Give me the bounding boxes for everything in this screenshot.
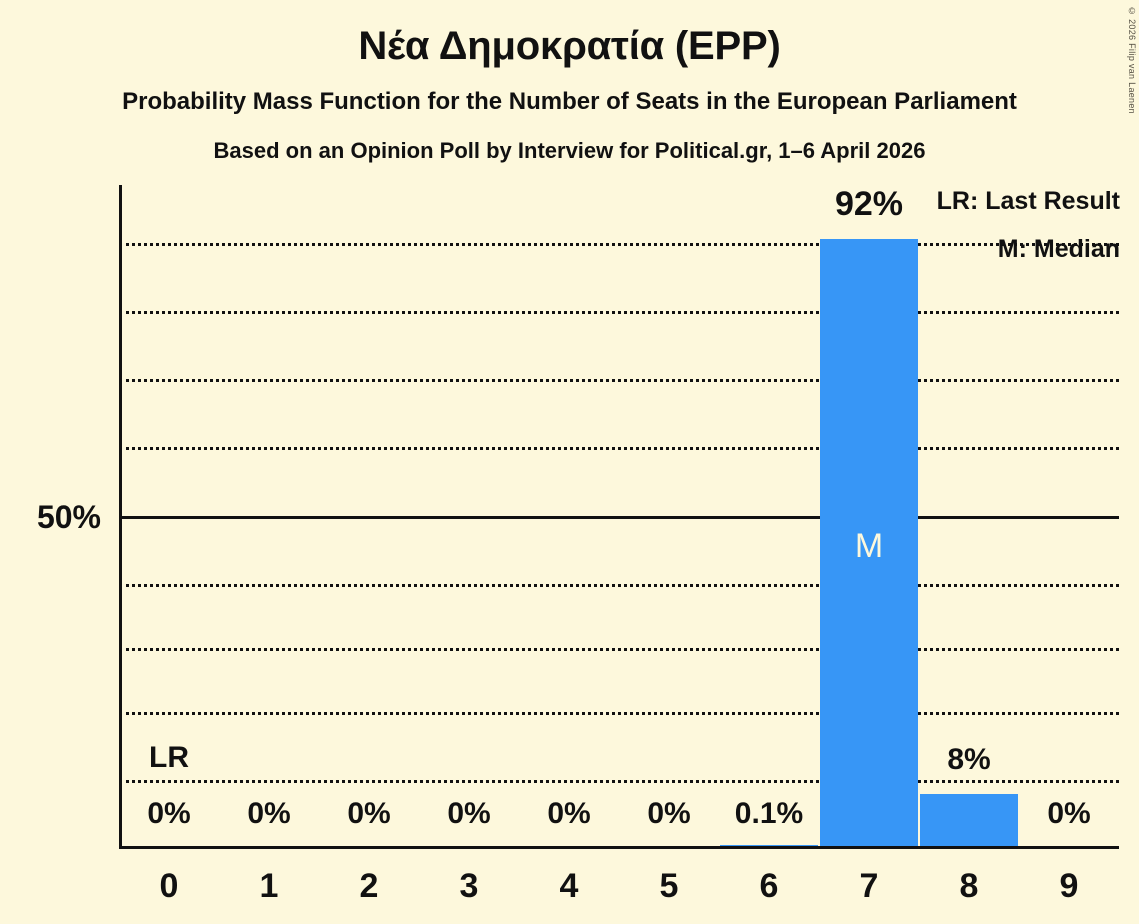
gridline-80 — [119, 311, 1119, 314]
bar-7 — [820, 239, 918, 846]
gridline-90 — [119, 243, 1119, 246]
legend-last-result: LR: Last Result — [936, 187, 1120, 215]
value-label-4: 0% — [547, 797, 591, 830]
chart-subtitle: Probability Mass Function for the Number… — [122, 88, 1017, 115]
value-label-6: 0.1% — [734, 797, 804, 830]
value-label-0: 0% — [147, 797, 191, 830]
x-axis-tick-2: 2 — [359, 867, 379, 905]
gridline-60 — [119, 447, 1119, 450]
gridline-70 — [119, 379, 1119, 382]
y-axis-tick-50: 50% — [36, 499, 101, 535]
copyright-notice: © 2026 Filip van Laenen — [1127, 6, 1137, 114]
value-label-2: 0% — [347, 797, 391, 830]
x-axis-tick-5: 5 — [659, 867, 679, 905]
x-axis-line — [119, 846, 1119, 849]
x-axis-tick-6: 6 — [759, 867, 779, 905]
value-label-9: 0% — [1047, 797, 1091, 830]
last-result-marker: LR — [149, 741, 189, 774]
value-label-5: 0% — [647, 797, 691, 830]
x-axis-tick-8: 8 — [959, 867, 979, 905]
x-axis-tick-3: 3 — [459, 867, 479, 905]
x-axis-tick-7: 7 — [859, 867, 879, 905]
x-axis-tick-1: 1 — [259, 867, 279, 905]
chart-source-note: Based on an Opinion Poll by Interview fo… — [213, 138, 926, 163]
plot-area: M LR 0% 0% 0% 0% 0% 0% 0.1% 92% 8% 0% — [119, 185, 1119, 849]
value-label-7: 92% — [834, 185, 904, 223]
bar-8 — [920, 794, 1018, 846]
legend-median: M: Median — [997, 235, 1120, 263]
gridline-20 — [119, 712, 1119, 715]
gridline-10 — [119, 780, 1119, 783]
gridline-40 — [119, 584, 1119, 587]
median-marker: M — [854, 527, 884, 565]
value-label-1: 0% — [247, 797, 291, 830]
gridline-30 — [119, 648, 1119, 651]
x-axis-tick-4: 4 — [559, 867, 579, 905]
x-axis-tick-9: 9 — [1059, 867, 1079, 905]
page-title: Νέα Δημοκρατία (EPP) — [358, 24, 781, 68]
gridline-50-major — [119, 516, 1119, 519]
value-label-3: 0% — [447, 797, 491, 830]
value-label-8: 8% — [947, 743, 991, 776]
x-axis-tick-0: 0 — [159, 867, 179, 905]
bar-6 — [720, 845, 818, 846]
